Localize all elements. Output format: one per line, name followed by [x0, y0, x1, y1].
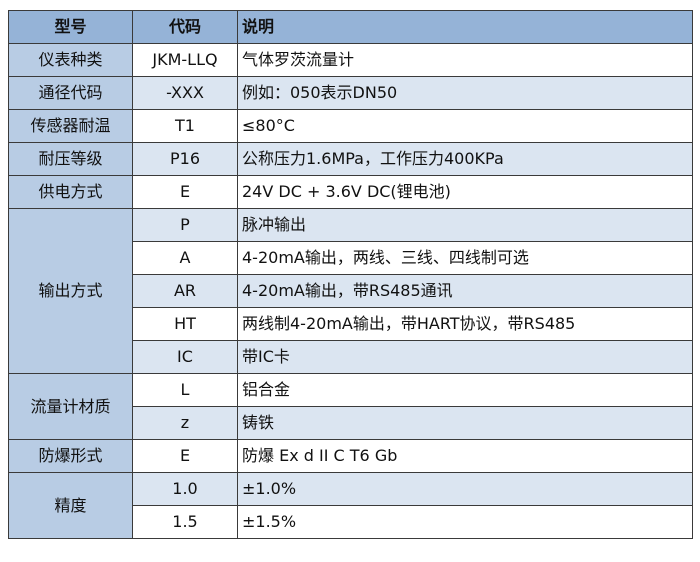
- description-cell: ≤80°C: [237, 109, 693, 143]
- group-label: 传感器耐温: [8, 109, 133, 143]
- table-row: 传感器耐温 T1 ≤80°C: [8, 109, 693, 143]
- table-row: 1.5 ±1.5%: [9, 505, 693, 539]
- description-cell: 4-20mA输出，两线、三线、四线制可选: [237, 241, 693, 275]
- description-cell: 铸铁: [237, 406, 693, 440]
- code-cell: HT: [132, 307, 238, 341]
- description-cell: 例如：050表示DN50: [237, 76, 693, 110]
- code-cell: AR: [132, 274, 238, 308]
- group-label: 精度: [8, 472, 133, 539]
- group-label: 通径代码: [8, 76, 133, 110]
- description-cell: 24V DC + 3.6V DC(锂电池): [237, 175, 693, 209]
- code-cell: IC: [132, 340, 238, 374]
- group-label: 输出方式: [8, 208, 133, 374]
- group-label: 流量计材质: [8, 373, 133, 440]
- table-row: 供电方式 E 24V DC + 3.6V DC(锂电池): [8, 175, 693, 209]
- code-cell: E: [132, 439, 238, 473]
- description-cell: 脉冲输出: [237, 208, 693, 242]
- table-body: 仪表种类 JKM-LLQ 气体罗茨流量计 通径代码 -XXX 例如：050表示DN50 传感…: [8, 43, 693, 539]
- description-cell: 两线制4-20mA输出，带HART协议，带RS485: [237, 307, 693, 341]
- table-row: 精度 1.0 ±1.0%: [8, 472, 693, 539]
- description-cell: ±1.0%: [237, 472, 693, 506]
- table-row: 通径代码 -XXX 例如：050表示DN50: [8, 76, 693, 110]
- group-label: 耐压等级: [8, 142, 133, 176]
- code-cell: P16: [132, 142, 238, 176]
- description-cell: 带IC卡: [237, 340, 693, 374]
- description-cell: 公称压力1.6MPa，工作压力400KPa: [237, 142, 693, 176]
- description-cell: 铝合金: [237, 373, 693, 407]
- code-cell: 1.5: [132, 505, 238, 539]
- header-code: 代码: [132, 10, 238, 44]
- description-cell: ±1.5%: [237, 505, 693, 539]
- header-model: 型号: [8, 10, 133, 44]
- group-label: 仪表种类: [8, 43, 133, 77]
- code-cell: 1.0: [132, 472, 238, 506]
- table-row: 输出方式 P 脉冲输出: [8, 208, 693, 374]
- table-row: 防爆形式 E 防爆 Ex d II C T6 Gb: [8, 439, 693, 473]
- description-cell: 4-20mA输出，带RS485通讯: [237, 274, 693, 308]
- table-row: AR 4-20mA输出，带RS485通讯: [9, 274, 693, 308]
- model-selection-table: 型号 代码 说明 仪表种类 JKM-LLQ 气体罗茨流量计 通径代码 -XXX 例如：05…: [8, 10, 693, 539]
- description-cell: 防爆 Ex d II C T6 Gb: [237, 439, 693, 473]
- table-row: 流量计材质 L 铝合金: [8, 373, 693, 440]
- header-row: 型号 代码 说明: [8, 10, 693, 44]
- code-cell: E: [132, 175, 238, 209]
- table-row: A 4-20mA输出，两线、三线、四线制可选: [9, 241, 693, 275]
- header-description: 说明: [237, 10, 693, 44]
- code-cell: P: [132, 208, 238, 242]
- code-cell: z: [132, 406, 238, 440]
- code-cell: T1: [132, 109, 238, 143]
- code-cell: A: [132, 241, 238, 275]
- table-row: 耐压等级 P16 公称压力1.6MPa，工作压力400KPa: [8, 142, 693, 176]
- group-label: 供电方式: [8, 175, 133, 209]
- code-cell: -XXX: [132, 76, 238, 110]
- group-label: 防爆形式: [8, 439, 133, 473]
- code-cell: JKM-LLQ: [132, 43, 238, 77]
- table-row: HT 两线制4-20mA输出，带HART协议，带RS485: [9, 307, 693, 341]
- code-cell: L: [132, 373, 238, 407]
- table-row: 仪表种类 JKM-LLQ 气体罗茨流量计: [8, 43, 693, 77]
- table-row: IC 带IC卡: [9, 340, 693, 374]
- description-cell: 气体罗茨流量计: [237, 43, 693, 77]
